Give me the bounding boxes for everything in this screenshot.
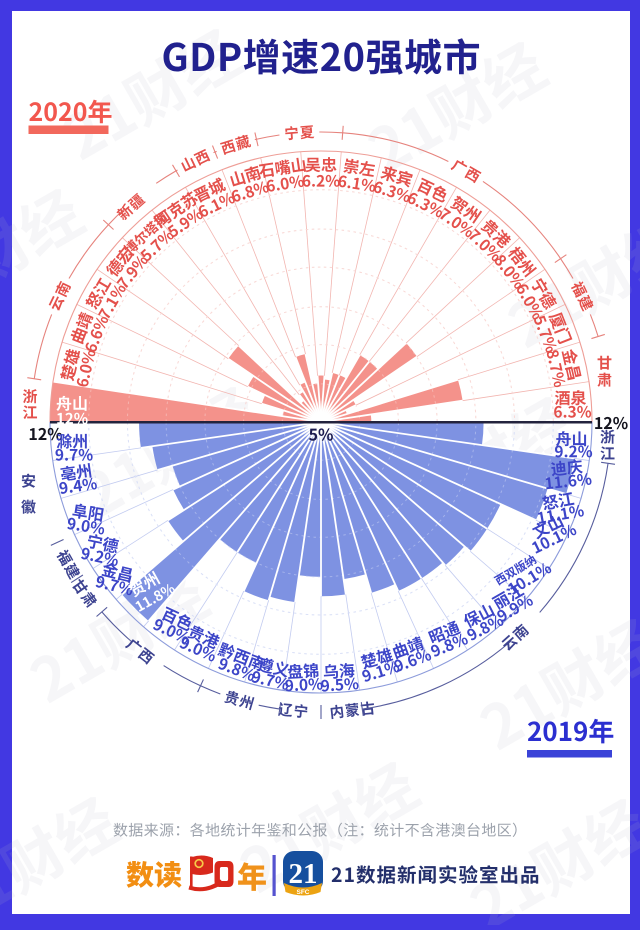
svg-text:21: 21 (289, 858, 318, 890)
svg-text:SFC: SFC (297, 889, 310, 896)
